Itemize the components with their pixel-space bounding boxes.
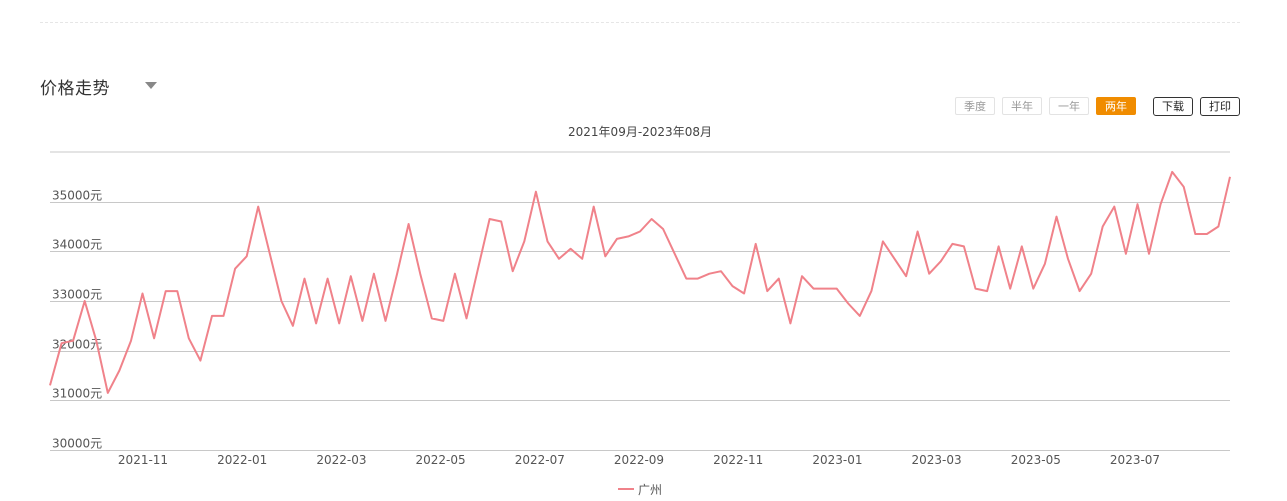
x-tick-label: 2023-03 xyxy=(912,453,962,467)
x-tick-label: 2022-07 xyxy=(515,453,565,467)
y-tick-label: 35000元 xyxy=(52,189,102,203)
y-tick-label: 31000元 xyxy=(52,387,102,401)
y-tick-label: 30000元 xyxy=(52,437,102,451)
y-tick-label: 32000元 xyxy=(52,338,102,352)
chart-title: 2021年09月-2023年08月 xyxy=(568,125,712,139)
legend-label[interactable]: 广州 xyxy=(638,483,662,497)
range-one-year-button[interactable]: 一年 xyxy=(1049,97,1089,115)
range-half-year-button[interactable]: 半年 xyxy=(1002,97,1042,115)
x-tick-label: 2022-11 xyxy=(713,453,763,467)
section-title: 价格走势 xyxy=(40,79,110,99)
x-tick-label: 2022-05 xyxy=(416,453,466,467)
x-tick-label: 2023-01 xyxy=(812,453,862,467)
x-tick-label: 2022-03 xyxy=(316,453,366,467)
x-tick-label: 2021-11 xyxy=(118,453,168,467)
y-tick-label: 34000元 xyxy=(52,238,102,252)
x-tick-label: 2022-09 xyxy=(614,453,664,467)
x-tick-label: 2022-01 xyxy=(217,453,267,467)
chevron-down-icon[interactable] xyxy=(145,82,157,89)
x-tick-label: 2023-05 xyxy=(1011,453,1061,467)
y-tick-label: 33000元 xyxy=(52,288,102,302)
top-divider xyxy=(40,22,1240,23)
range-two-year-button[interactable]: 两年 xyxy=(1096,97,1136,115)
series-line-0 xyxy=(49,170,1231,394)
print-button[interactable]: 打印 xyxy=(1200,97,1240,116)
download-button[interactable]: 下载 xyxy=(1153,97,1193,116)
range-quarter-button[interactable]: 季度 xyxy=(955,97,995,115)
x-tick-label: 2023-07 xyxy=(1110,453,1160,467)
